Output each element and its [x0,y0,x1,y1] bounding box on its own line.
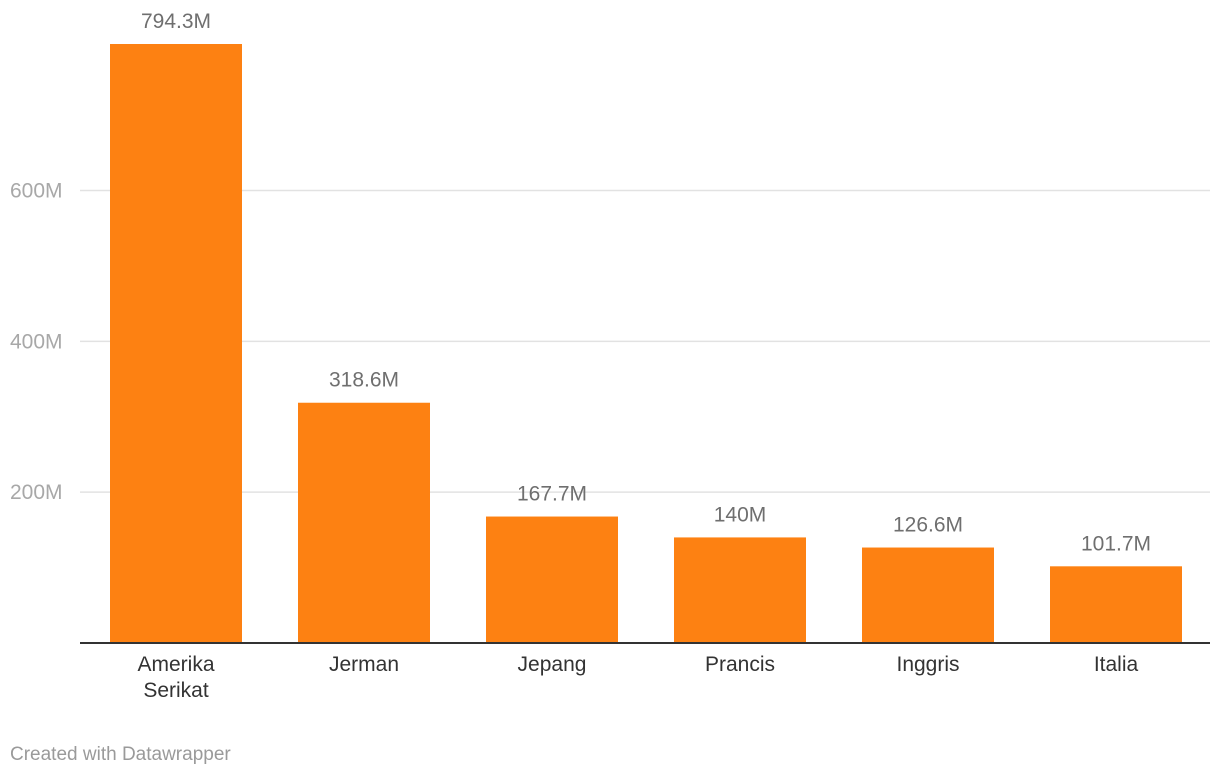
bar [862,547,994,643]
bar [298,402,430,643]
category-label: Serikat [143,679,209,702]
bar [486,516,618,643]
data-label: 318.6M [329,369,399,392]
y-tick-label: 200M [10,481,63,504]
category-label: Jerman [329,653,399,676]
category-label: Amerika [137,653,214,676]
data-label: 126.6M [893,514,963,537]
category-label: Italia [1094,653,1139,676]
data-label: 167.7M [517,483,587,506]
y-tick-label: 400M [10,330,63,353]
data-label: 101.7M [1081,532,1151,555]
bar-chart: 200M 400M 600M 794.3M Amerika Serikat 318.6M Je… [10,10,1210,702]
category-label: Prancis [705,653,775,676]
bar [1050,566,1182,643]
y-tick-label: 600M [10,180,63,203]
chart-canvas: 200M 400M 600M 794.3M Amerika Serikat 318.6M Je… [10,10,1210,702]
bar [110,44,242,643]
footer-credit: Created with Datawrapper [10,744,231,765]
category-label: Inggris [896,653,959,676]
bar [674,537,806,643]
category-label: Jepang [518,653,587,676]
data-label: 794.3M [141,10,211,33]
data-label: 140M [714,503,767,526]
